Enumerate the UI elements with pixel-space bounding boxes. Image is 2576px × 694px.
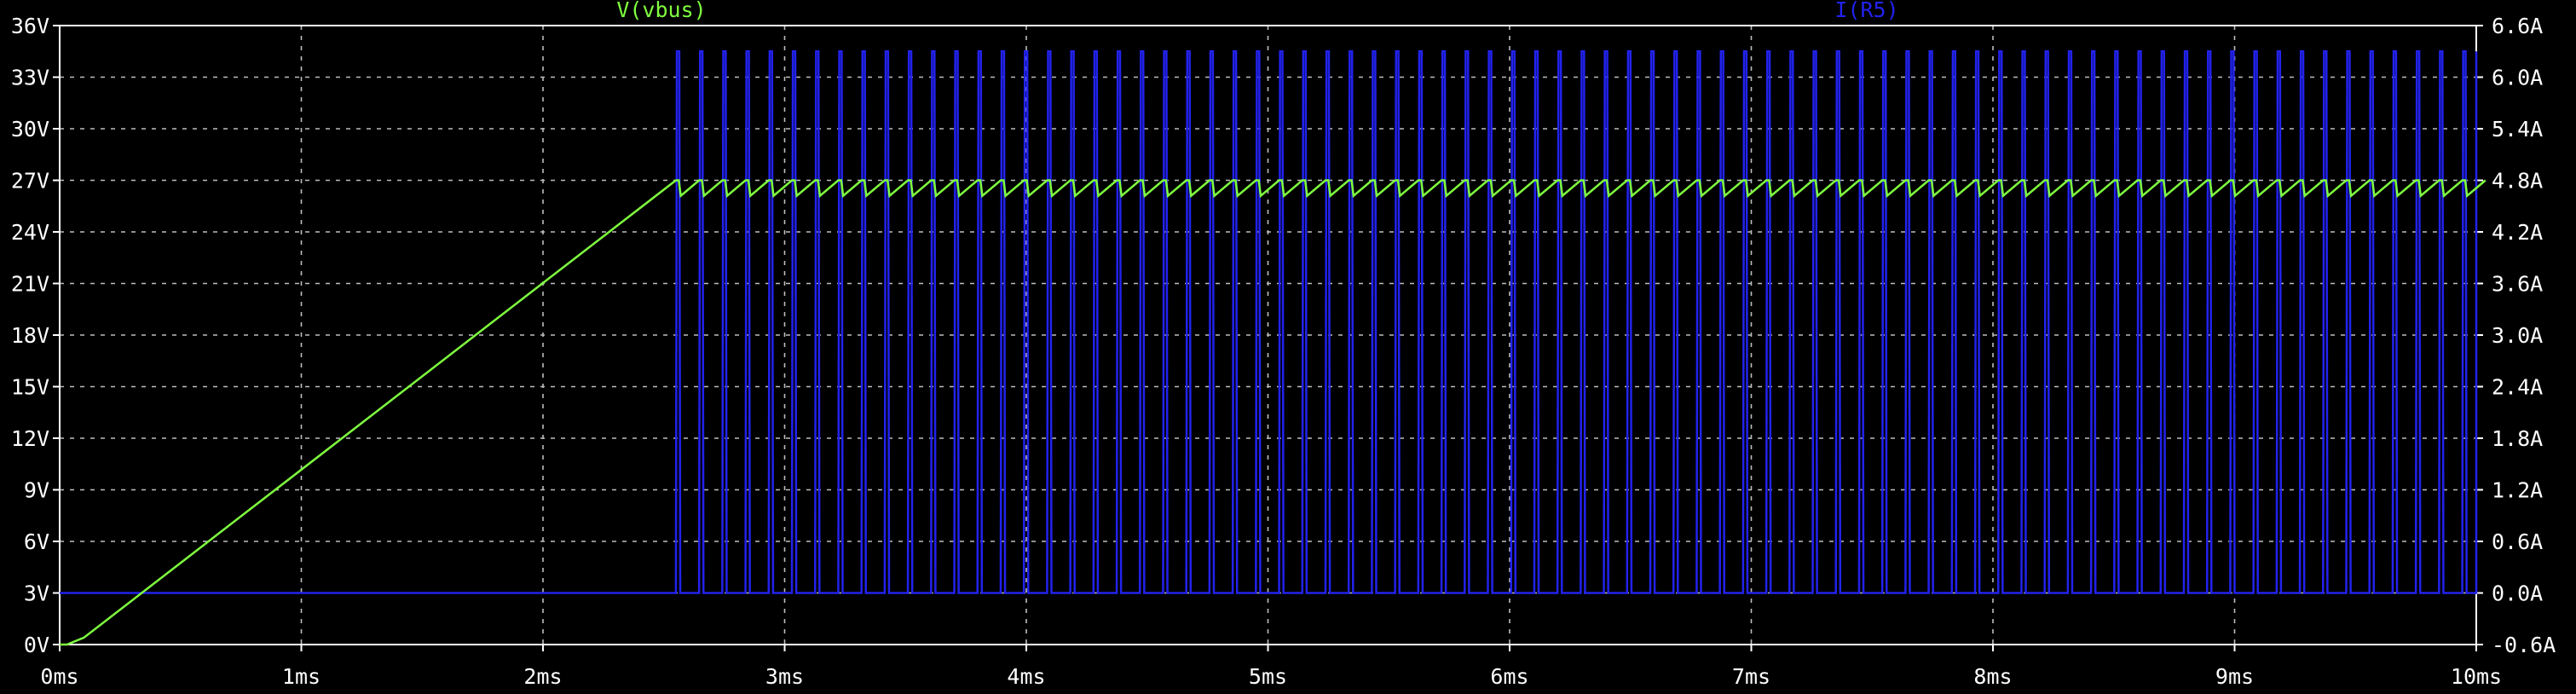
right-tick-label: 4.8A xyxy=(2492,169,2543,194)
right-tick-label: 3.0A xyxy=(2492,323,2543,348)
right-axis-ticks: -0.6A 0.0A 0.6A 1.2A 1.8A 2.4A 3.0A 3.6A 4.2A 4.8… xyxy=(2476,14,2556,657)
legend-vbus: V(vbus) xyxy=(616,0,706,22)
x-tick-label: 6ms xyxy=(1490,664,1528,689)
left-tick-label: 27V xyxy=(11,169,49,194)
left-tick-label: 0V xyxy=(24,633,49,657)
right-tick-label: 4.2A xyxy=(2492,220,2543,245)
right-tick-label: -0.6A xyxy=(2492,633,2556,657)
left-tick-label: 24V xyxy=(11,220,49,245)
legend-ir5: I(R5) xyxy=(1834,0,1898,22)
x-tick-label: 3ms xyxy=(765,664,804,689)
right-tick-label: 6.6A xyxy=(2492,14,2543,38)
x-tick-label: 9ms xyxy=(2215,664,2254,689)
left-tick-label: 12V xyxy=(11,426,49,451)
right-tick-label: 1.8A xyxy=(2492,426,2543,451)
x-axis-ticks: 0ms 1ms 2ms 3ms 4ms 5ms 6ms 7ms 8ms 9ms 10ms xyxy=(40,645,2502,689)
series-vbus-line xyxy=(60,179,2486,646)
x-tick-label: 0ms xyxy=(40,664,78,689)
grid-lines xyxy=(60,26,2476,645)
left-axis-ticks: 0V 3V 6V 9V 12V 15V 18V 21V 24V 27V 30V 33V 36V xyxy=(11,14,60,657)
right-tick-label: 5.4A xyxy=(2492,117,2543,142)
right-tick-label: 2.4A xyxy=(2492,375,2543,400)
left-tick-label: 3V xyxy=(24,581,49,606)
left-tick-label: 18V xyxy=(11,323,49,348)
series-ir5-line xyxy=(60,50,2478,594)
x-tick-label: 10ms xyxy=(2451,664,2502,689)
x-tick-label: 2ms xyxy=(523,664,562,689)
left-tick-label: 36V xyxy=(11,14,49,38)
right-tick-label: 6.0A xyxy=(2492,66,2543,90)
left-tick-label: 9V xyxy=(24,478,49,503)
x-tick-label: 7ms xyxy=(1732,664,1770,689)
left-tick-label: 15V xyxy=(11,375,49,400)
left-tick-label: 21V xyxy=(11,272,49,297)
right-tick-label: 0.6A xyxy=(2492,529,2543,554)
left-tick-label: 30V xyxy=(11,117,49,142)
x-tick-label: 5ms xyxy=(1249,664,1287,689)
x-tick-label: 1ms xyxy=(282,664,321,689)
right-tick-label: 3.6A xyxy=(2492,272,2543,297)
x-tick-label: 8ms xyxy=(1973,664,2012,689)
series-layer xyxy=(60,50,2486,646)
left-tick-label: 33V xyxy=(11,66,49,90)
right-tick-label: 1.2A xyxy=(2492,478,2543,503)
x-tick-label: 4ms xyxy=(1007,664,1045,689)
right-tick-label: 0.0A xyxy=(2492,581,2543,606)
left-tick-label: 6V xyxy=(24,529,49,554)
legend: V(vbus) I(R5) xyxy=(616,0,1898,22)
